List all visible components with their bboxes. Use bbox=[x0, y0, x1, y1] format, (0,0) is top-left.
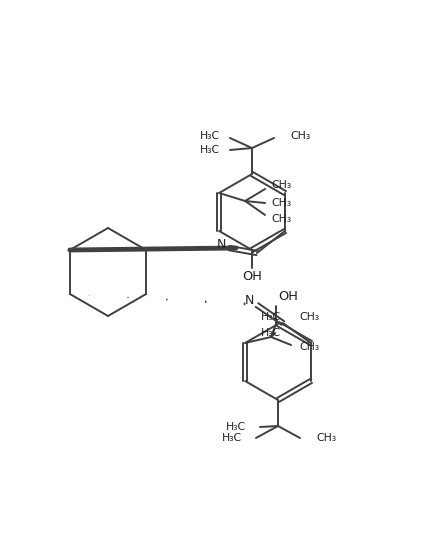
Text: CH₃: CH₃ bbox=[299, 342, 319, 352]
Text: H₃C: H₃C bbox=[261, 328, 281, 338]
Text: N: N bbox=[217, 239, 227, 251]
Text: H₃C: H₃C bbox=[226, 422, 246, 432]
Text: CH₃: CH₃ bbox=[299, 312, 319, 322]
Text: N: N bbox=[245, 294, 255, 307]
Text: CH₃: CH₃ bbox=[290, 131, 310, 141]
Text: CH₃: CH₃ bbox=[271, 214, 291, 224]
Text: OH: OH bbox=[278, 290, 298, 304]
Text: CH₃: CH₃ bbox=[271, 180, 291, 190]
Text: H₃C: H₃C bbox=[200, 131, 220, 141]
Text: CH₃: CH₃ bbox=[316, 433, 336, 443]
Text: H₃C: H₃C bbox=[222, 433, 242, 443]
Text: OH: OH bbox=[242, 270, 262, 283]
Text: H₃C: H₃C bbox=[200, 145, 220, 155]
Text: CH₃: CH₃ bbox=[271, 198, 291, 208]
Text: H₃C: H₃C bbox=[261, 312, 281, 322]
